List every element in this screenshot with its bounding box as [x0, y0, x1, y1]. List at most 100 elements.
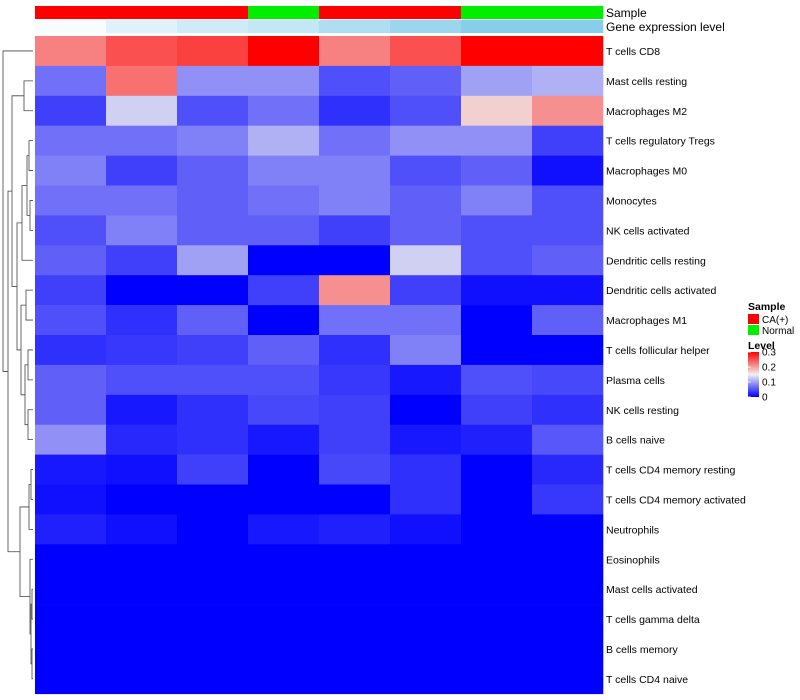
sample-annotation-cell — [532, 6, 604, 19]
dendrogram-branch — [19, 506, 30, 598]
heatmap-cell — [35, 604, 107, 635]
heatmap-cell — [248, 215, 320, 246]
heatmap-cell — [532, 245, 604, 276]
row-label-b-cells-naive: B cells naive — [606, 435, 665, 447]
heatmap-cell — [35, 95, 107, 126]
sample-legend-title: Sample — [748, 301, 786, 313]
row-label-plasma-cells: Plasma cells — [606, 375, 665, 387]
heatmap-cell — [35, 275, 107, 306]
dendrogram-branch — [26, 155, 30, 216]
heatmap-cell — [532, 454, 604, 485]
heatmap-cell — [106, 65, 178, 97]
heatmap-cell — [390, 424, 462, 455]
heatmap-cell — [390, 544, 462, 575]
heatmap-cell — [461, 95, 533, 126]
heatmap-cell — [319, 215, 391, 246]
heatmap-cell — [248, 245, 320, 276]
dendrogram-branch — [25, 289, 33, 321]
heatmap-cell — [106, 634, 178, 665]
heatmap-cell — [106, 245, 178, 276]
heatmap-cell — [177, 275, 249, 306]
heatmap-cell — [461, 36, 533, 67]
heatmap-cell — [390, 514, 462, 545]
heatmap-cell — [35, 364, 107, 396]
heatmap-cell — [35, 544, 107, 575]
level-tick-label: 0.1 — [762, 378, 776, 389]
expression-annotation-track — [35, 20, 604, 33]
heatmap-cell — [106, 335, 178, 366]
heatmap-cell — [319, 424, 391, 455]
heatmap-cell — [177, 95, 249, 126]
heatmap-cell — [248, 36, 320, 67]
sample-annotation-cell — [461, 6, 533, 19]
legend-swatch-ca — [748, 314, 759, 324]
heatmap-cell — [177, 65, 249, 97]
heatmap-cell — [319, 185, 391, 216]
heatmap-cell — [390, 394, 462, 425]
heatmap-cell — [177, 574, 249, 605]
dendrogram-branch — [23, 80, 33, 112]
heatmap-cell — [248, 574, 320, 605]
heatmap-cell — [532, 544, 604, 575]
dendrogram-branch — [30, 469, 33, 500]
row-label-t-cells-cd4-naive: T cells CD4 naive — [606, 674, 688, 686]
heatmap-cell — [532, 364, 604, 396]
heatmap-cell — [461, 454, 533, 485]
heatmap-cell — [319, 305, 391, 336]
heatmap-cell — [248, 514, 320, 545]
sample-track-label: Sample — [606, 6, 647, 20]
heatmap-cell — [461, 215, 533, 246]
heatmap-cell — [532, 634, 604, 665]
row-label-macrophages-m2: Macrophages M2 — [606, 106, 687, 118]
heatmap-cell — [177, 185, 249, 216]
heatmap-cell — [390, 634, 462, 665]
heatmap-cell — [532, 574, 604, 605]
heatmap-cell — [177, 155, 249, 186]
heatmap-cell — [106, 364, 178, 396]
heatmap-cell — [461, 574, 533, 605]
heatmap-cell — [461, 364, 533, 396]
heatmap-cell — [532, 185, 604, 216]
heatmap-cell — [106, 454, 178, 485]
heatmap-cell — [390, 484, 462, 515]
heatmap-cell — [248, 65, 320, 97]
sample-annotation-cell — [390, 6, 462, 19]
heatmap-cell — [390, 36, 462, 67]
heatmap-cell — [177, 544, 249, 575]
heatmap-cell — [106, 185, 178, 216]
heatmap-cell — [319, 604, 391, 635]
expression-annotation-cell — [319, 20, 391, 33]
heatmap-cell — [532, 155, 604, 186]
row-label-b-cells-memory: B cells memory — [606, 644, 679, 656]
heatmap-cell — [106, 394, 178, 425]
dendrogram-branch — [7, 190, 20, 553]
heatmap-cell — [177, 364, 249, 396]
legend-label-ca: CA(+) — [762, 315, 788, 326]
row-label-nk-cells-resting: NK cells resting — [606, 405, 679, 417]
dendrogram-branch — [21, 185, 33, 261]
heatmap-cell — [532, 663, 604, 695]
heatmap-cell — [35, 335, 107, 366]
dendrogram-branch — [29, 200, 33, 231]
dendrogram-branch — [28, 140, 33, 171]
heatmap-cell — [35, 634, 107, 665]
level-tick-label: 0.3 — [762, 348, 776, 359]
heatmap-cell — [177, 125, 249, 156]
sample-annotation-cell — [319, 6, 391, 19]
heatmap-cell — [177, 484, 249, 515]
heatmap-cell — [35, 454, 107, 485]
row-label-t-cells-regulatory-tregs: T cells regulatory Tregs — [606, 136, 715, 148]
heatmap-cell — [532, 215, 604, 246]
heatmap-cell — [248, 95, 320, 126]
dendrogram-branch — [29, 558, 33, 635]
row-label-t-cells-gamma-delta: T cells gamma delta — [606, 614, 700, 626]
heatmap-cell — [319, 663, 391, 695]
heatmap-cell — [248, 454, 320, 485]
expression-annotation-cell — [461, 20, 533, 33]
dendrogram-branch — [31, 648, 33, 680]
heatmap-cell — [35, 65, 107, 97]
heatmap-cell — [177, 245, 249, 276]
heatmap-cell — [319, 514, 391, 545]
heatmap-cell — [106, 36, 178, 67]
row-label-monocytes: Monocytes — [606, 195, 657, 207]
